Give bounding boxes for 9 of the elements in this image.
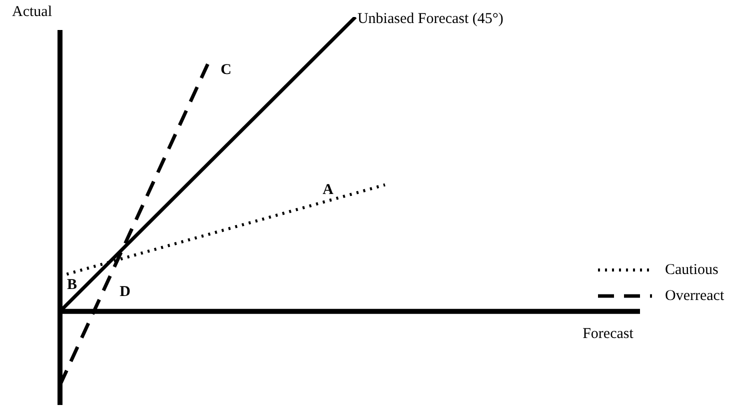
- annotation: D: [120, 284, 131, 300]
- legend-label: Cautious: [665, 262, 718, 278]
- series-label: Unbiased Forecast (45°): [357, 10, 504, 27]
- text: Forecast: [582, 326, 634, 342]
- annotation: B: [66, 276, 78, 293]
- y-axis-title: Actual: [12, 4, 52, 20]
- annotation: C: [220, 62, 232, 78]
- annotation: A: [322, 182, 334, 198]
- legend-label: Overreact: [665, 288, 725, 304]
